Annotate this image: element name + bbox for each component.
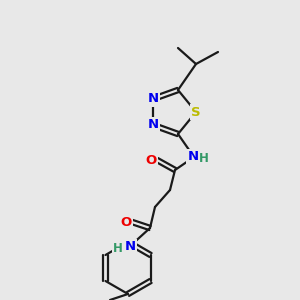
Text: N: N (124, 241, 136, 254)
Text: O: O (146, 154, 157, 166)
Text: N: N (147, 118, 159, 131)
Text: H: H (199, 152, 209, 166)
Text: N: N (147, 92, 159, 106)
Text: S: S (191, 106, 201, 118)
Text: H: H (113, 242, 123, 256)
Text: O: O (120, 215, 132, 229)
Text: N: N (188, 151, 199, 164)
